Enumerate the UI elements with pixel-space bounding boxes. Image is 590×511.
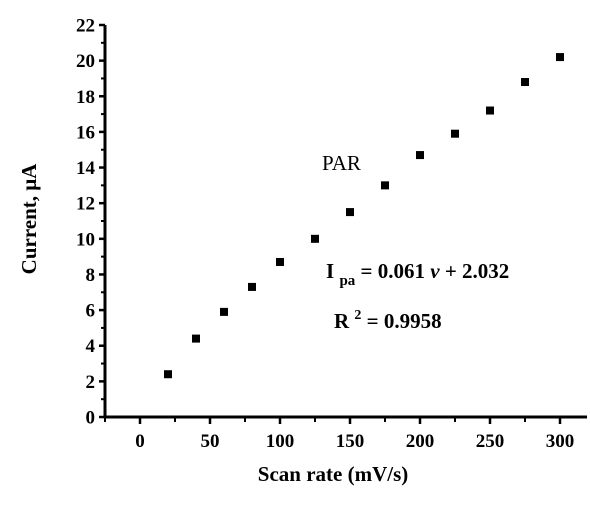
x-tick-label: 100 xyxy=(266,431,295,452)
x-tick-label: 250 xyxy=(476,431,505,452)
r-squared-superscript: 2 xyxy=(354,308,361,323)
axes xyxy=(103,25,587,419)
regression-equation: I pa = 0.061 v + 2.032 xyxy=(326,259,509,290)
y-tick-label: 18 xyxy=(76,87,95,108)
y-tick-label: 16 xyxy=(76,122,95,143)
data-point xyxy=(220,307,228,316)
y-axis-title: Current, μA xyxy=(17,163,41,275)
r-squared: R 2 = 0.9958 xyxy=(334,300,442,333)
y-tick-label: 2 xyxy=(86,372,96,393)
x-axis-title: Scan rate (mV/s) xyxy=(258,462,408,486)
y-tick-label: 20 xyxy=(76,51,95,72)
y-tick-label: 22 xyxy=(76,16,95,37)
equation-variable: v xyxy=(430,259,440,283)
y-tick-label: 14 xyxy=(76,158,96,179)
y-tick-label: 4 xyxy=(86,336,96,357)
data-point xyxy=(311,234,319,243)
series-label-par: PAR xyxy=(322,151,361,175)
r-squared-value: = 0.9958 xyxy=(367,309,442,333)
y-tick-label: 10 xyxy=(76,229,95,250)
y-tick-label: 6 xyxy=(86,301,96,322)
data-points xyxy=(164,53,564,379)
data-point xyxy=(556,53,564,62)
y-tick-label: 12 xyxy=(76,194,95,215)
data-point xyxy=(276,257,284,266)
data-point xyxy=(248,282,256,291)
data-point xyxy=(451,129,459,138)
x-ticks: 0 50 100 150 200 250 300 xyxy=(104,417,575,452)
x-tick-label: 150 xyxy=(336,431,365,452)
equation-rhs-a: = 0.061 xyxy=(361,259,425,283)
data-point xyxy=(381,181,389,190)
data-point xyxy=(521,78,529,87)
x-tick-label: 300 xyxy=(546,431,575,452)
equation-subscript: pa xyxy=(339,273,355,289)
y-tick-label: 8 xyxy=(86,265,96,286)
equation-lhs: I xyxy=(326,259,334,283)
data-point xyxy=(346,208,354,217)
data-point xyxy=(486,106,494,115)
data-point xyxy=(416,151,424,160)
x-tick-label: 0 xyxy=(135,431,145,452)
x-tick-label: 50 xyxy=(201,431,220,452)
equation-rhs-b: + 2.032 xyxy=(445,259,509,283)
r-squared-base: R xyxy=(334,309,350,333)
y-ticks: 0 2 4 6 8 10 12 14 16 18 20 22 xyxy=(76,16,105,429)
y-tick-label: 0 xyxy=(86,408,96,429)
x-tick-label: 200 xyxy=(406,431,435,452)
data-point xyxy=(192,334,200,343)
data-point xyxy=(164,370,172,379)
